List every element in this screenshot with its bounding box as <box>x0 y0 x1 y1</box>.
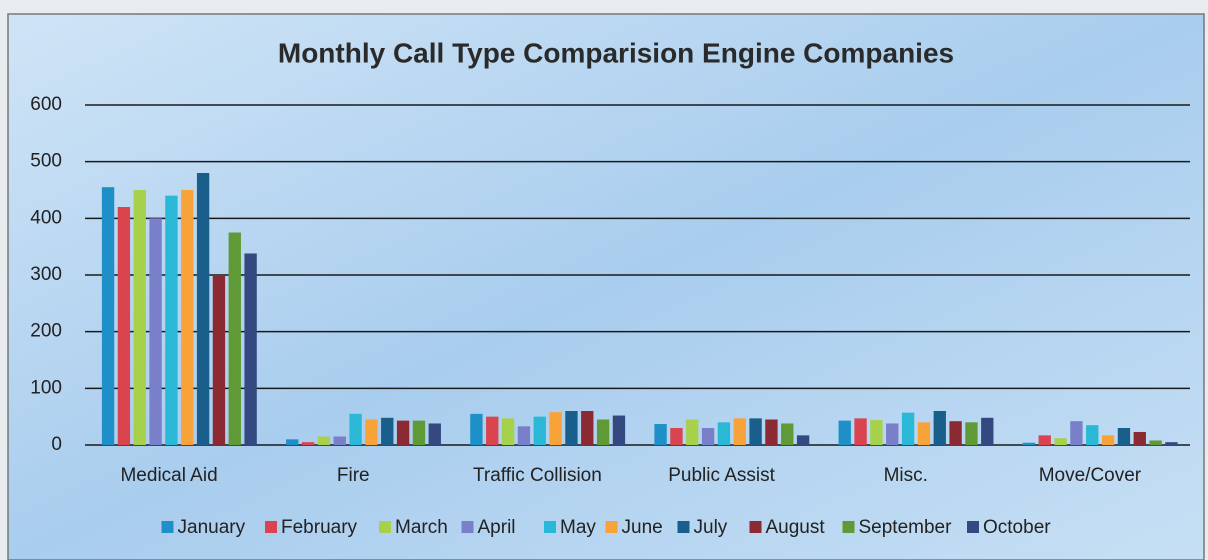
bar <box>470 413 483 445</box>
x-tick-label: Move/Cover <box>1039 465 1142 486</box>
bar <box>317 436 331 445</box>
bar <box>1117 428 1131 445</box>
bar <box>565 411 578 445</box>
bar <box>1165 442 1178 445</box>
legend-label: June <box>622 517 663 538</box>
legend-label: July <box>694 517 728 538</box>
bar <box>1054 438 1067 445</box>
bar <box>886 423 899 445</box>
legend-label: October <box>983 517 1051 538</box>
bar <box>965 422 978 445</box>
bar <box>517 426 531 445</box>
bar <box>1133 431 1146 445</box>
bar <box>1149 440 1162 445</box>
legend-swatch <box>677 521 690 533</box>
bar <box>333 436 346 445</box>
bar <box>412 420 426 445</box>
bar <box>381 417 394 445</box>
bar <box>1070 421 1083 445</box>
x-tick-label: Traffic Collision <box>473 465 602 486</box>
legend-swatch <box>544 521 556 533</box>
bar <box>654 424 667 445</box>
legend-label: September <box>859 517 953 538</box>
legend-swatch <box>461 521 474 533</box>
legend-label: February <box>281 517 358 538</box>
bar <box>765 419 778 445</box>
bar <box>212 275 226 445</box>
bar <box>501 418 515 445</box>
legend-swatch <box>265 521 277 533</box>
bar <box>301 442 315 445</box>
bar <box>933 411 946 445</box>
bar <box>101 187 115 445</box>
bar <box>701 428 715 445</box>
bar <box>533 416 546 445</box>
legend-swatch <box>605 521 618 533</box>
y-tick-label: 300 <box>30 264 62 285</box>
bar <box>581 411 594 445</box>
bar <box>781 423 794 445</box>
bar <box>165 195 178 445</box>
bar <box>549 412 562 445</box>
bar <box>717 422 731 445</box>
bar <box>733 418 746 445</box>
x-tick-label: Medical Aid <box>120 465 217 486</box>
bar <box>838 420 851 445</box>
legend-swatch <box>842 521 855 533</box>
y-tick-label: 200 <box>30 321 62 342</box>
chart-title: Monthly Call Type Comparision Engine Com… <box>278 37 954 68</box>
bar <box>949 421 962 445</box>
y-tick-label: 500 <box>30 151 62 172</box>
bar <box>981 417 994 445</box>
bar <box>228 232 241 445</box>
bar <box>749 418 762 445</box>
y-tick-label: 100 <box>30 377 62 398</box>
bar <box>286 439 299 445</box>
bar <box>901 412 915 445</box>
bar <box>796 435 810 445</box>
legend-swatch <box>749 521 762 533</box>
bar <box>870 420 883 445</box>
legend-label: August <box>766 517 826 538</box>
x-tick-label: Fire <box>337 465 370 486</box>
bar <box>854 418 867 445</box>
x-tick-label: Misc. <box>884 465 928 486</box>
bar <box>181 190 194 445</box>
bar <box>670 428 683 445</box>
y-tick-label: 600 <box>30 94 62 115</box>
bar <box>1086 425 1099 445</box>
bar <box>133 190 146 445</box>
legend-label: April <box>478 517 516 538</box>
legend-label: January <box>178 517 246 538</box>
bar <box>428 423 441 445</box>
bar <box>196 173 210 445</box>
bar <box>917 422 931 445</box>
bar <box>1038 435 1051 445</box>
bar <box>1022 442 1036 445</box>
legend-label: May <box>560 517 596 538</box>
x-tick-label: Public Assist <box>668 465 775 486</box>
y-tick-label: 0 <box>51 434 62 455</box>
bar <box>396 420 410 445</box>
y-tick-label: 400 <box>30 207 62 228</box>
legend-label: March <box>395 517 448 538</box>
bar <box>686 419 699 445</box>
bar <box>612 415 626 445</box>
bar <box>244 253 257 445</box>
bar <box>365 419 378 445</box>
bar <box>486 416 499 445</box>
legend-swatch <box>161 521 174 533</box>
legend-swatch <box>379 521 391 533</box>
bar <box>149 218 162 445</box>
bar <box>117 207 131 445</box>
legend-swatch <box>967 521 979 533</box>
bar <box>596 419 610 445</box>
bar <box>1101 435 1115 445</box>
bar <box>349 413 362 445</box>
